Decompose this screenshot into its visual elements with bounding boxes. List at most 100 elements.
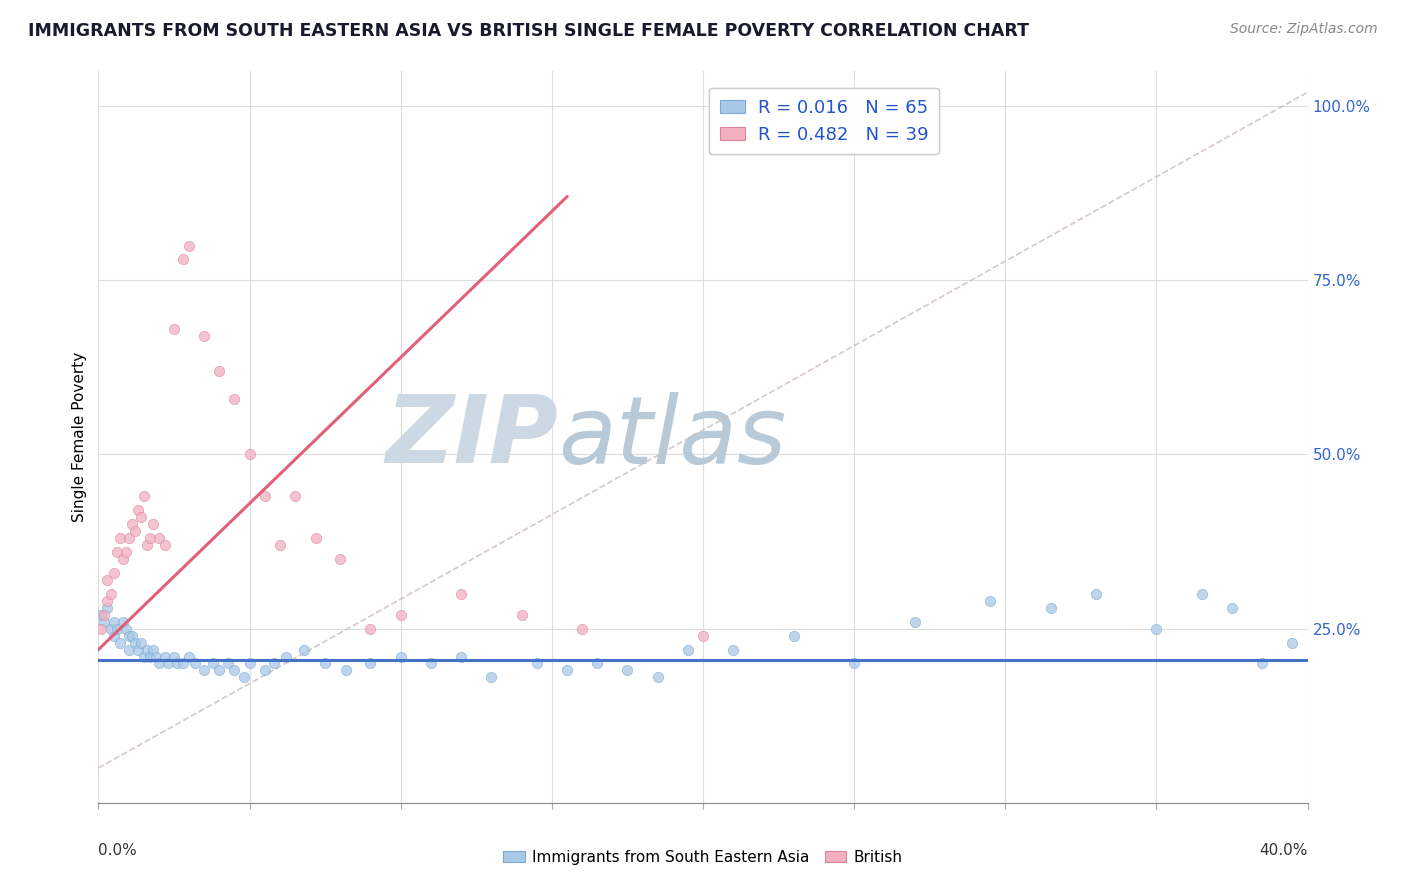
Point — [179, 238, 201, 252]
Point — [586, 657, 609, 671]
Point — [1191, 587, 1213, 601]
Point — [108, 635, 131, 649]
Point — [111, 615, 134, 629]
Text: 40.0%: 40.0% — [1260, 843, 1308, 858]
Point — [1144, 622, 1167, 636]
Point — [208, 664, 231, 678]
Point — [135, 538, 157, 552]
Point — [783, 629, 806, 643]
Point — [139, 649, 162, 664]
Point — [389, 607, 412, 622]
Point — [224, 392, 246, 406]
Point — [103, 629, 125, 643]
Point — [232, 670, 254, 684]
Point — [111, 552, 134, 566]
Point — [108, 531, 131, 545]
Point — [1039, 600, 1062, 615]
Point — [723, 642, 745, 657]
Point — [1281, 635, 1303, 649]
Text: ZIP: ZIP — [385, 391, 558, 483]
Point — [844, 657, 866, 671]
Point — [105, 545, 128, 559]
Point — [616, 664, 638, 678]
Point — [179, 649, 201, 664]
Point — [163, 322, 186, 336]
Point — [132, 489, 155, 503]
Legend: Immigrants from South Eastern Asia, British: Immigrants from South Eastern Asia, Brit… — [498, 844, 908, 871]
Point — [127, 503, 149, 517]
Point — [118, 642, 141, 657]
Point — [360, 657, 382, 671]
Point — [127, 642, 149, 657]
Legend: R = 0.016   N = 65, R = 0.482   N = 39: R = 0.016 N = 65, R = 0.482 N = 39 — [709, 87, 939, 154]
Point — [571, 622, 593, 636]
Point — [217, 657, 239, 671]
Point — [100, 587, 122, 601]
Point — [329, 552, 352, 566]
Point — [129, 510, 152, 524]
Point — [148, 531, 170, 545]
Point — [118, 629, 141, 643]
Point — [224, 664, 246, 678]
Point — [208, 364, 231, 378]
Point — [103, 566, 125, 580]
Point — [450, 649, 472, 664]
Point — [90, 622, 112, 636]
Point — [526, 657, 548, 671]
Point — [193, 329, 215, 343]
Point — [510, 607, 533, 622]
Point — [172, 657, 194, 671]
Point — [114, 545, 136, 559]
Point — [153, 649, 176, 664]
Point — [148, 657, 170, 671]
Point — [335, 664, 357, 678]
Text: 0.0%: 0.0% — [98, 843, 138, 858]
Point — [124, 524, 146, 538]
Point — [263, 657, 285, 671]
Point — [274, 649, 297, 664]
Point — [103, 615, 125, 629]
Point — [239, 448, 262, 462]
Point — [314, 657, 336, 671]
Point — [420, 657, 443, 671]
Point — [202, 657, 225, 671]
Point — [269, 538, 291, 552]
Point — [93, 615, 115, 629]
Point — [163, 649, 186, 664]
Point — [96, 600, 118, 615]
Point — [481, 670, 503, 684]
Point — [555, 664, 578, 678]
Point — [1220, 600, 1243, 615]
Point — [193, 664, 215, 678]
Point — [156, 657, 179, 671]
Point — [166, 657, 188, 671]
Point — [292, 642, 315, 657]
Point — [1251, 657, 1274, 671]
Point — [360, 622, 382, 636]
Text: Source: ZipAtlas.com: Source: ZipAtlas.com — [1230, 22, 1378, 37]
Point — [676, 642, 699, 657]
Text: atlas: atlas — [558, 392, 786, 483]
Point — [105, 622, 128, 636]
Point — [121, 517, 143, 532]
Point — [904, 615, 927, 629]
Point — [153, 538, 176, 552]
Y-axis label: Single Female Poverty: Single Female Poverty — [72, 352, 87, 522]
Point — [90, 607, 112, 622]
Point — [139, 531, 162, 545]
Point — [305, 531, 328, 545]
Point — [93, 607, 115, 622]
Point — [647, 670, 669, 684]
Point — [129, 635, 152, 649]
Point — [142, 517, 165, 532]
Point — [239, 657, 262, 671]
Point — [172, 252, 194, 267]
Point — [100, 622, 122, 636]
Point — [145, 649, 167, 664]
Point — [132, 649, 155, 664]
Point — [114, 622, 136, 636]
Point — [184, 657, 207, 671]
Text: IMMIGRANTS FROM SOUTH EASTERN ASIA VS BRITISH SINGLE FEMALE POVERTY CORRELATION : IMMIGRANTS FROM SOUTH EASTERN ASIA VS BR… — [28, 22, 1029, 40]
Point — [284, 489, 307, 503]
Point — [253, 489, 276, 503]
